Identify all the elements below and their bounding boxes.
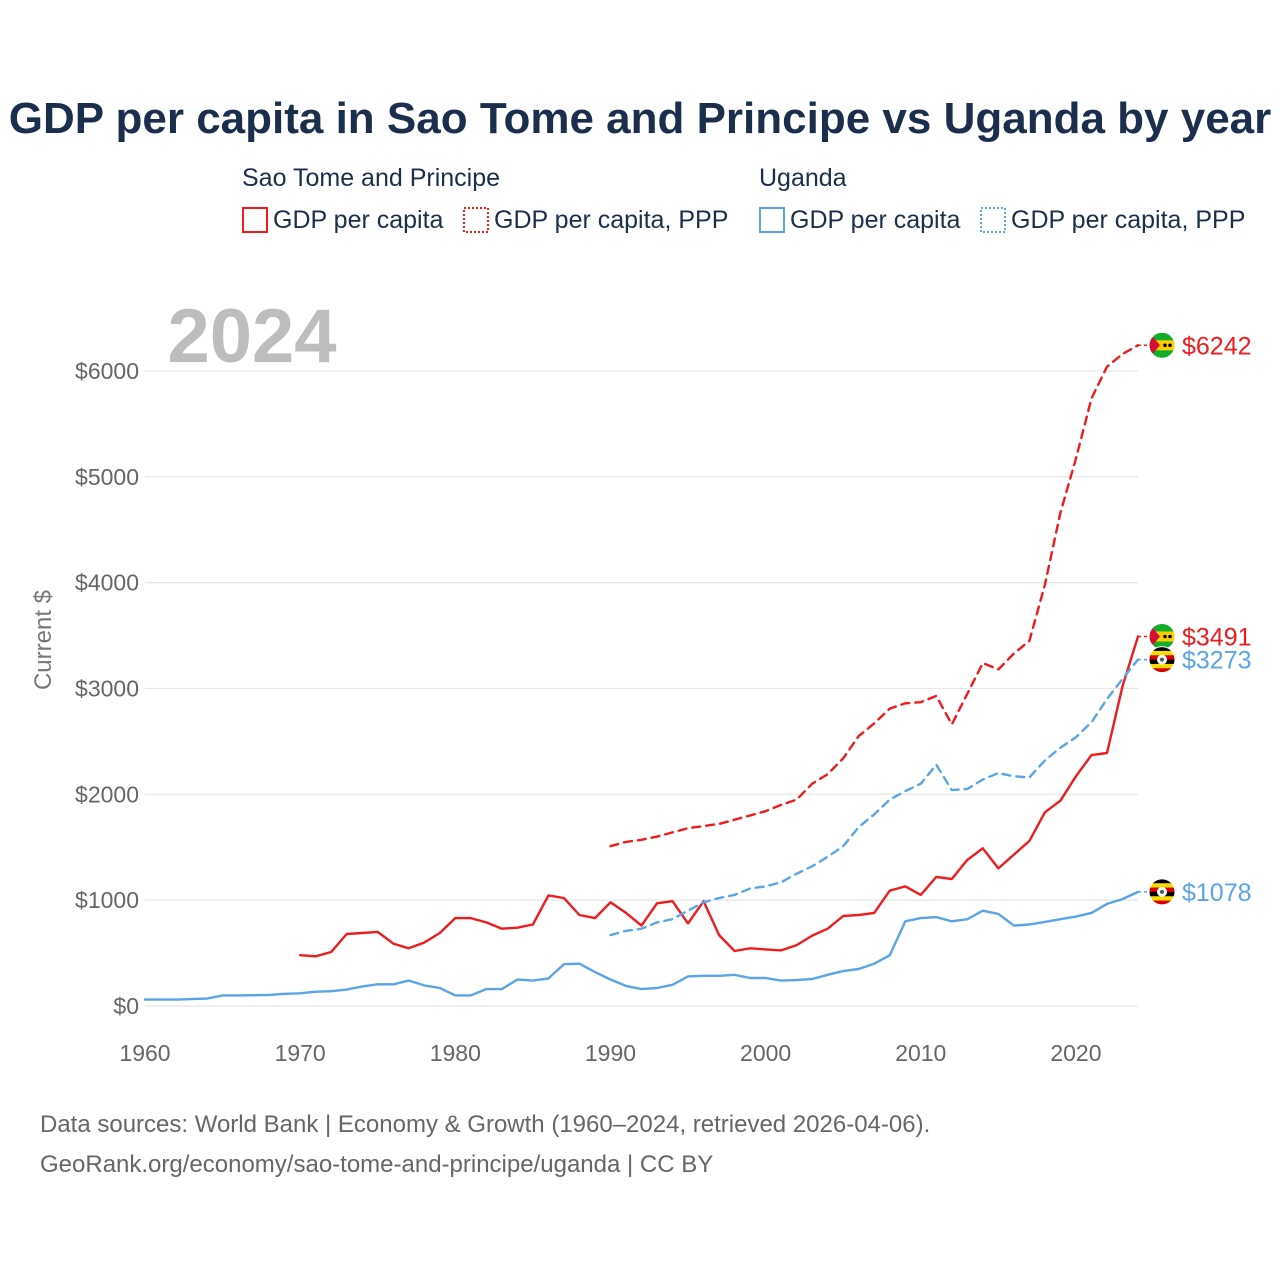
legend-label-uganda-gdp: GDP per capita	[790, 206, 961, 234]
legend-label-stp-gdp: GDP per capita	[273, 206, 444, 234]
end-value-label: $3491	[1182, 623, 1252, 651]
x-tick-label: 2020	[1050, 1040, 1101, 1066]
footer-sources: Data sources: World Bank | Economy & Gro…	[40, 1111, 930, 1138]
end-value-label: $3273	[1182, 647, 1252, 675]
legend-group-uganda: Uganda	[759, 164, 847, 192]
legend-label-stp-ppp: GDP per capita, PPP	[494, 206, 728, 234]
gridlines	[145, 370, 1138, 1007]
y-tick-label: $4000	[75, 570, 139, 596]
y-axis-title: Current $	[30, 590, 57, 690]
x-tick-label: 1960	[119, 1040, 170, 1066]
legend-swatch-stp-ppp	[463, 207, 489, 233]
y-tick-label: $1000	[75, 887, 139, 913]
legend-swatch-stp-gdp	[242, 207, 268, 233]
uganda-flag-icon	[1148, 878, 1176, 906]
series-line-3	[609, 658, 1140, 937]
x-tick-label: 2010	[895, 1040, 946, 1066]
end-value-label: $6242	[1182, 332, 1252, 360]
series-line-0	[299, 635, 1140, 958]
legend: Sao Tome and Principe Uganda GDP per cap…	[242, 164, 1245, 234]
x-tick-label: 1990	[585, 1040, 636, 1066]
legend-label-uganda-ppp: GDP per capita, PPP	[1011, 206, 1245, 234]
year-watermark: 2024	[167, 294, 336, 379]
y-tick-label: $0	[113, 993, 139, 1019]
end-value-label: $1078	[1182, 879, 1252, 907]
x-tick-label: 1970	[275, 1040, 326, 1066]
footer-link[interactable]: GeoRank.org/economy/sao-tome-and-princip…	[40, 1151, 713, 1178]
legend-group-stp: Sao Tome and Principe	[242, 164, 500, 192]
y-tick-label: $3000	[75, 675, 139, 701]
series-lines	[143, 344, 1140, 1001]
y-tick-label: $5000	[75, 464, 139, 490]
y-tick-label: $6000	[75, 358, 139, 384]
legend-swatch-uganda-gdp	[759, 207, 785, 233]
x-tick-label: 2000	[740, 1040, 791, 1066]
sao-tome-flag-icon	[1148, 623, 1176, 650]
sao-tome-flag-icon	[1148, 331, 1176, 359]
end-labels: $3491 $6242 $1078 $3273	[1138, 331, 1252, 907]
uganda-flag-icon	[1148, 646, 1176, 674]
series-line-1	[609, 344, 1140, 848]
y-tick-labels: $0 $1000 $2000 $3000 $4000 $5000 $6000	[75, 358, 139, 1019]
legend-swatch-uganda-ppp	[980, 207, 1006, 233]
y-tick-label: $2000	[75, 781, 139, 807]
x-tick-labels: 1960 1970 1980 1990 2000 2010 2020	[119, 1040, 1101, 1066]
series-line-2	[143, 890, 1140, 1001]
chart-title: GDP per capita in Sao Tome and Principe …	[9, 94, 1272, 143]
x-tick-label: 1980	[430, 1040, 481, 1066]
